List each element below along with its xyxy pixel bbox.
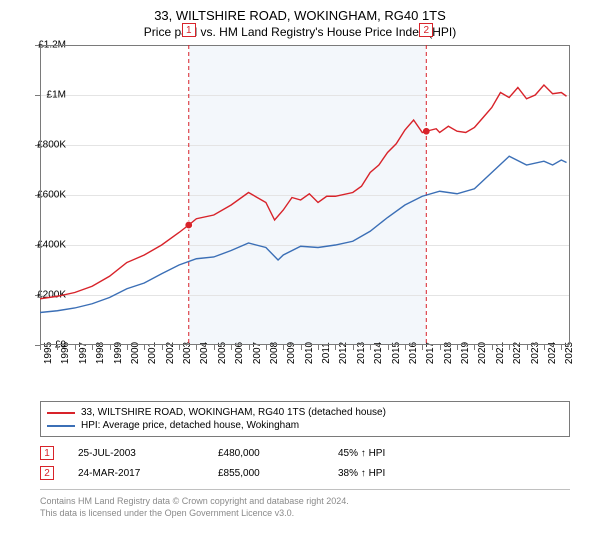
- x-tick: [544, 345, 545, 350]
- x-axis-label: 1998: [95, 342, 106, 364]
- x-axis-label: 2024: [547, 342, 558, 364]
- sale-marker-box: 2: [40, 466, 54, 480]
- x-axis-label: 2017: [425, 342, 436, 364]
- x-axis-label: 2005: [217, 342, 228, 364]
- x-axis-label: 2009: [286, 342, 297, 364]
- x-axis-label: 2000: [130, 342, 141, 364]
- x-axis-label: 1996: [60, 342, 71, 364]
- sale-price: £480,000: [218, 448, 338, 459]
- x-tick: [440, 345, 441, 350]
- sale-row: 2 24-MAR-2017 £855,000 38% ↑ HPI: [40, 463, 570, 483]
- chart-area: £0£200K£400K£600K£800K£1M£1.2M1995199619…: [40, 45, 600, 395]
- x-tick: [144, 345, 145, 350]
- x-axis-label: 2019: [460, 342, 471, 364]
- x-axis-label: 2022: [512, 342, 523, 364]
- sale-row: 1 25-JUL-2003 £480,000 45% ↑ HPI: [40, 443, 570, 463]
- x-axis-label: 2013: [356, 342, 367, 364]
- x-tick: [422, 345, 423, 350]
- x-tick: [492, 345, 493, 350]
- sale-pct-vs-hpi: 38% ↑ HPI: [338, 468, 458, 479]
- x-tick: [162, 345, 163, 350]
- x-tick: [127, 345, 128, 350]
- x-axis-label: 2011: [321, 342, 332, 364]
- x-axis-label: 2018: [443, 342, 454, 364]
- x-axis-label: 2001: [147, 342, 158, 364]
- x-axis-label: 2010: [304, 342, 315, 364]
- x-tick: [196, 345, 197, 350]
- x-tick: [92, 345, 93, 350]
- plot-svg: [40, 45, 570, 345]
- sale-pct-vs-hpi: 45% ↑ HPI: [338, 448, 458, 459]
- marker-callout: 1: [182, 23, 196, 37]
- legend: 33, WILTSHIRE ROAD, WOKINGHAM, RG40 1TS …: [40, 401, 570, 437]
- x-tick: [509, 345, 510, 350]
- x-tick: [57, 345, 58, 350]
- x-tick: [179, 345, 180, 350]
- x-axis-label: 2015: [391, 342, 402, 364]
- x-tick: [214, 345, 215, 350]
- sales-table: 1 25-JUL-2003 £480,000 45% ↑ HPI 2 24-MA…: [40, 443, 570, 483]
- marker-callout: 2: [419, 23, 433, 37]
- footer: Contains HM Land Registry data © Crown c…: [40, 496, 570, 519]
- sale-date: 24-MAR-2017: [78, 468, 218, 479]
- x-axis-label: 2007: [252, 342, 263, 364]
- footer-line-2: This data is licensed under the Open Gov…: [40, 508, 570, 520]
- x-axis-label: 2003: [182, 342, 193, 364]
- legend-swatch: [47, 425, 75, 427]
- x-tick: [474, 345, 475, 350]
- x-axis-label: 1995: [43, 342, 54, 364]
- x-tick: [283, 345, 284, 350]
- sale-marker-box: 1: [40, 446, 54, 460]
- x-tick: [231, 345, 232, 350]
- x-axis-label: 2020: [477, 342, 488, 364]
- x-tick: [75, 345, 76, 350]
- x-tick: [527, 345, 528, 350]
- x-tick: [110, 345, 111, 350]
- x-axis-label: 2021: [495, 342, 506, 364]
- sale-price: £855,000: [218, 468, 338, 479]
- x-tick: [301, 345, 302, 350]
- legend-item: 33, WILTSHIRE ROAD, WOKINGHAM, RG40 1TS …: [47, 406, 563, 419]
- x-axis-label: 2023: [530, 342, 541, 364]
- x-tick: [266, 345, 267, 350]
- x-tick: [353, 345, 354, 350]
- x-axis-label: 2008: [269, 342, 280, 364]
- legend-label: HPI: Average price, detached house, Woki…: [81, 420, 299, 431]
- x-tick: [370, 345, 371, 350]
- x-axis-label: 2006: [234, 342, 245, 364]
- x-axis-label: 2025: [564, 342, 575, 364]
- x-axis-label: 1997: [78, 342, 89, 364]
- legend-label: 33, WILTSHIRE ROAD, WOKINGHAM, RG40 1TS …: [81, 407, 386, 418]
- x-tick: [405, 345, 406, 350]
- x-axis-label: 2002: [165, 342, 176, 364]
- x-tick: [388, 345, 389, 350]
- divider: [40, 489, 570, 490]
- x-tick: [335, 345, 336, 350]
- x-axis-label: 1999: [113, 342, 124, 364]
- x-tick: [561, 345, 562, 350]
- x-tick: [318, 345, 319, 350]
- x-axis-label: 2012: [338, 342, 349, 364]
- x-axis-label: 2016: [408, 342, 419, 364]
- footer-line-1: Contains HM Land Registry data © Crown c…: [40, 496, 570, 508]
- x-axis-label: 2014: [373, 342, 384, 364]
- legend-swatch: [47, 412, 75, 414]
- chart-subtitle: Price paid vs. HM Land Registry's House …: [0, 25, 600, 39]
- sale-date: 25-JUL-2003: [78, 448, 218, 459]
- x-tick: [457, 345, 458, 350]
- title-block: 33, WILTSHIRE ROAD, WOKINGHAM, RG40 1TS …: [0, 0, 600, 39]
- chart-container: 33, WILTSHIRE ROAD, WOKINGHAM, RG40 1TS …: [0, 0, 600, 560]
- x-tick: [40, 345, 41, 350]
- legend-item: HPI: Average price, detached house, Woki…: [47, 419, 563, 432]
- x-tick: [249, 345, 250, 350]
- chart-title-address: 33, WILTSHIRE ROAD, WOKINGHAM, RG40 1TS: [0, 8, 600, 23]
- x-axis-label: 2004: [199, 342, 210, 364]
